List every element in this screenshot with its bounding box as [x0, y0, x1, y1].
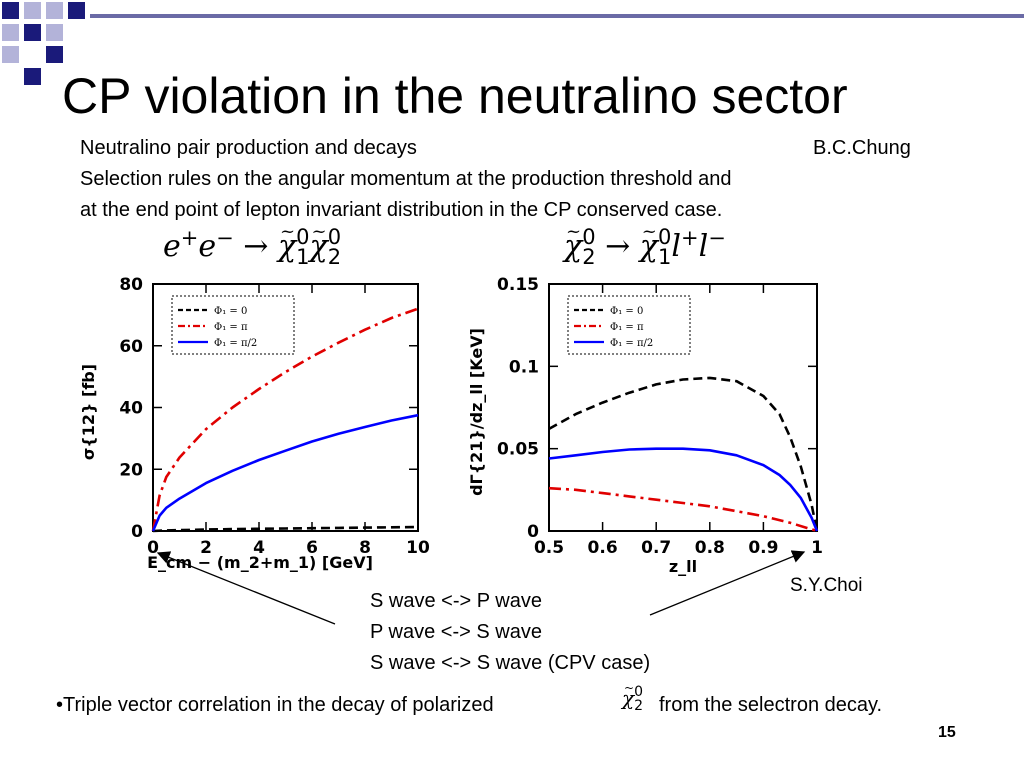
y-tick-label: 0.05 — [497, 440, 539, 460]
eq-electron: e — [163, 229, 181, 264]
eq-neutralino: χ ~ — [639, 221, 658, 264]
x-tick-label: 6 — [306, 538, 318, 558]
y-tick-label: 0.1 — [509, 357, 539, 377]
eq-arrow: → — [243, 229, 269, 264]
series-line-2 — [151, 413, 419, 532]
legend-label: Φ₁ = 0 — [610, 306, 643, 317]
bullet-text-end: from the selectron decay. — [659, 694, 883, 716]
eq-neutralino: χ ~ — [309, 221, 328, 264]
eq-minus: − — [708, 226, 726, 250]
bullet-text-start: •Triple vector correlation in the decay … — [56, 694, 494, 716]
eq-electron: e — [198, 229, 217, 264]
y-tick-label: 0 — [131, 522, 143, 542]
decay-width-chart: 0.5 0.6 0.7 0.8 0.9 1 0 0.05 0.1 0.15 Φ₁ = 0 Φ₁ = π… — [467, 275, 823, 576]
eq-neutralino: χ ~ — [277, 221, 297, 264]
x-tick-label: 0.7 — [641, 538, 671, 558]
decay-equation: χ ~0 2 → χ ~0 1 l+l− — [564, 221, 726, 269]
x-tick-label: 0 — [147, 538, 159, 558]
decor-square-light — [46, 24, 63, 41]
bullet-neutralino: χ ~0 2 — [622, 680, 644, 714]
production-equation: e+e− → χ ~0 1 χ ~0 2 — [163, 221, 342, 269]
legend-label: Φ₁ = π/2 — [214, 338, 257, 349]
y-tick-label: 0.15 — [497, 275, 539, 295]
y-tick-label: 40 — [119, 399, 143, 419]
x-tick-label: 0.5 — [534, 538, 564, 558]
wave-rule-2: P wave <-> S wave — [370, 621, 542, 643]
x-tick-label: 8 — [359, 538, 371, 558]
eq-minus: − — [216, 226, 234, 250]
decor-square-navy — [24, 24, 41, 41]
eq-lepton: l — [698, 229, 709, 264]
series-line-0 — [548, 376, 819, 532]
y-tick-label: 80 — [119, 275, 143, 295]
wave-rule-1: S wave <-> P wave — [370, 590, 542, 612]
x-axis-title: E_cm − (m_2+m_1) [GeV] — [147, 553, 373, 572]
legend-label: Φ₁ = π — [214, 322, 248, 333]
eq-neutralino: χ ~ — [564, 221, 583, 264]
legend-label: Φ₁ = 0 — [214, 306, 247, 317]
series-line-0 — [152, 525, 419, 533]
title-bar — [90, 14, 1024, 18]
wave-rule-3: S wave <-> S wave (CPV case) — [370, 652, 651, 674]
x-tick-label: 2 — [200, 538, 212, 558]
slide-title: CP violation in the neutralino sector — [62, 68, 848, 124]
description-line-2: at the end point of lepton invariant dis… — [80, 199, 723, 221]
x-tick-label: 10 — [406, 538, 430, 558]
y-tick-label: 0 — [527, 522, 539, 542]
x-axis-title: z_ll — [669, 557, 697, 576]
legend-box — [567, 295, 691, 355]
series-line-2 — [548, 447, 819, 532]
subtitle-text: Neutralino pair production and decays — [80, 137, 417, 159]
eq-plus: + — [680, 226, 699, 250]
eq-arrow: → — [605, 229, 631, 264]
eq-plus: + — [180, 226, 199, 250]
decor-square-light — [2, 46, 19, 63]
x-tick-label: 0.6 — [588, 538, 618, 558]
series-line-1 — [548, 486, 818, 533]
series-line-1 — [151, 307, 419, 532]
decor-square-navy — [2, 2, 19, 19]
legend-label: Φ₁ = π — [610, 322, 644, 333]
x-tick-label: 1 — [811, 538, 823, 558]
eq-lepton: l — [671, 229, 681, 264]
description-line-1: Selection rules on the angular momentum … — [80, 168, 732, 190]
decor-square-navy — [68, 2, 85, 19]
legend-box — [171, 295, 295, 355]
y-axis-title: dΓ{21}/dz_ll [KeV] — [467, 328, 486, 496]
author-credit: B.C.Chung — [813, 137, 911, 159]
decor-square-light — [24, 2, 41, 19]
x-tick-label: 0.9 — [748, 538, 778, 558]
legend-label: Φ₁ = π/2 — [610, 338, 653, 349]
decor-square-light — [46, 2, 63, 19]
y-tick-label: 20 — [119, 460, 143, 480]
decor-square-navy — [46, 46, 63, 63]
y-axis-title: σ{12} [fb] — [79, 364, 98, 460]
decor-square-light — [2, 24, 19, 41]
y-tick-label: 60 — [119, 337, 143, 357]
plot-credit: S.Y.Choi — [790, 575, 863, 596]
plot-frame — [548, 283, 818, 532]
page-number: 15 — [938, 724, 956, 741]
x-tick-label: 0.8 — [695, 538, 725, 558]
decor-square-navy — [24, 68, 41, 85]
